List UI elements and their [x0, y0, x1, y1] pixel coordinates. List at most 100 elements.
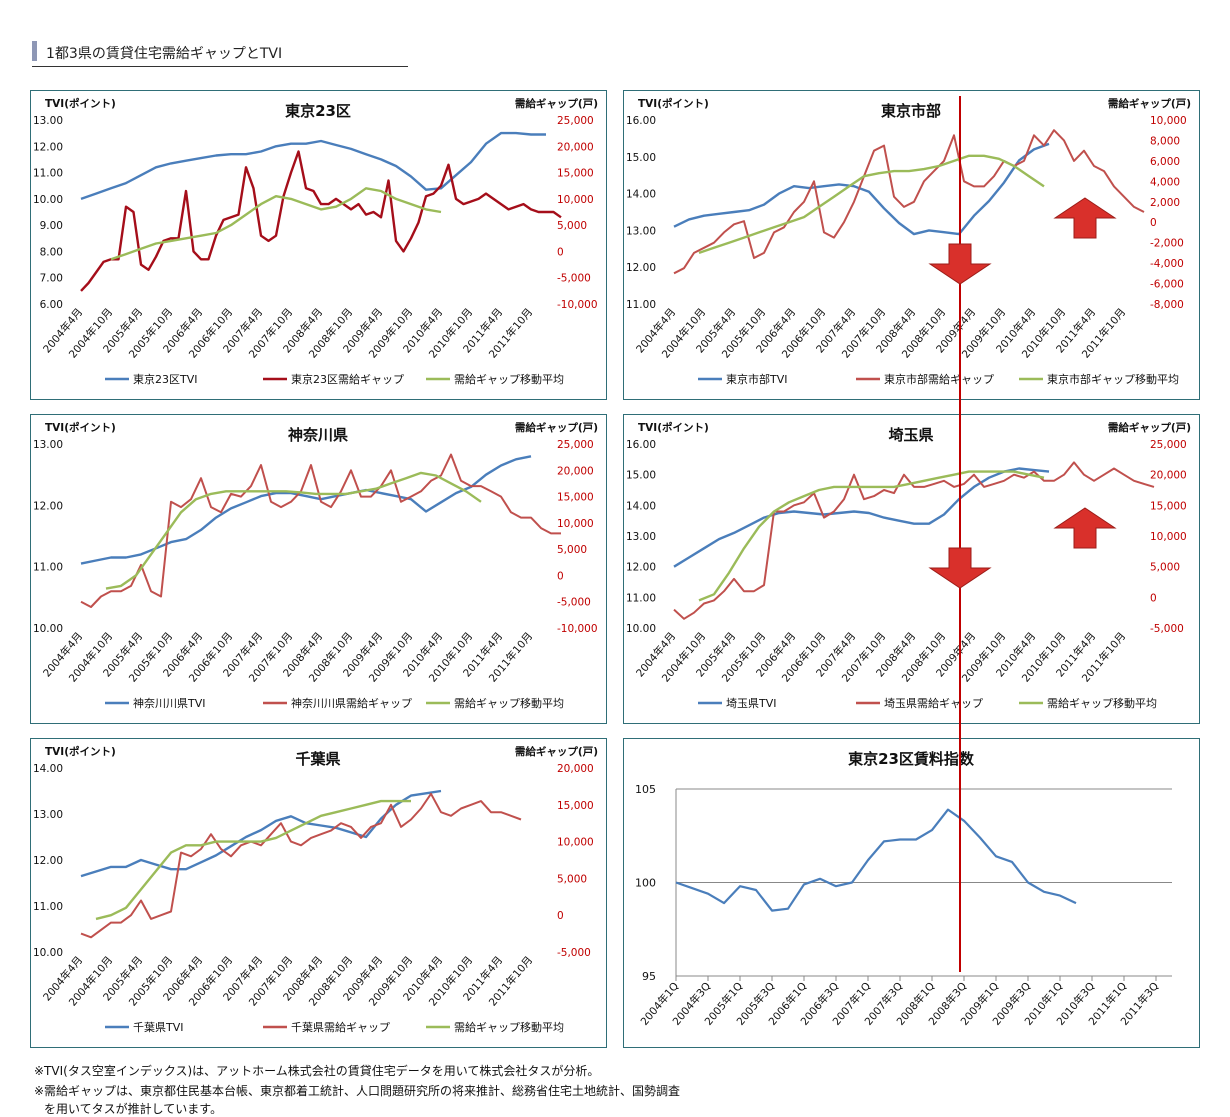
- panel-saitama: 埼玉県 TVI(ポイント) 需給ギャップ(戸) 10.00 11.00 12.00 13.0…: [623, 414, 1200, 724]
- left-tick-label: 11.00: [33, 168, 63, 180]
- left-tick-label: 16.00: [626, 115, 656, 127]
- left-tick-label: 14.00: [33, 763, 63, 775]
- right-tick-label: 5,000: [557, 544, 587, 556]
- left-tick-label: 8.00: [40, 246, 63, 258]
- right-tick-label: -6,000: [1150, 279, 1184, 291]
- right-tick-label: 15,000: [557, 168, 594, 180]
- right-tick-label: -10,000: [557, 299, 598, 311]
- left-tick-label: 11.00: [626, 592, 656, 604]
- left-tick-label: 11.00: [33, 562, 63, 574]
- chart-rent-index: 東京23区賃料指数951001052004年1Q2004年3Q2005年1Q20…: [635, 750, 1172, 1028]
- right-tick-label: 5,000: [557, 873, 587, 885]
- right-tick-label: 5,000: [557, 220, 587, 232]
- right-tick-label: 10,000: [1150, 115, 1187, 127]
- legend-entry: 需給ギャップ移動平均: [454, 696, 564, 710]
- series-line-2: [80, 453, 561, 608]
- left-tick-label: 12.00: [33, 855, 63, 867]
- left-axis-label: TVI(ポイント): [638, 421, 709, 434]
- legend-entry: 東京市部需給ギャップ: [884, 372, 994, 386]
- footnote-2: ※需給ギャップは、東京都住民基本台帳、東京都着工統計、人口問題研究所の将来推計、…: [34, 1084, 681, 1098]
- right-tick-label: -4,000: [1150, 258, 1184, 270]
- y-tick-label: 105: [635, 783, 656, 796]
- right-tick-label: 10,000: [557, 194, 594, 206]
- series-line-3: [95, 799, 411, 921]
- right-axis-label: 需給ギャップ(戸): [515, 745, 598, 758]
- left-tick-label: 12.00: [626, 262, 656, 274]
- chart-kanagawa: 神奈川県 TVI(ポイント) 需給ギャップ(戸) 10.00 11.00 12.00 13.…: [33, 421, 598, 710]
- chart-chiba: 千葉県 TVI(ポイント) 需給ギャップ(戸) 10.00 11.00 12.00 13.0…: [33, 745, 598, 1034]
- right-tick-label: -8,000: [1150, 299, 1184, 311]
- right-tick-label: -5,000: [1150, 623, 1184, 635]
- left-tick-label: 12.00: [626, 562, 656, 574]
- right-tick-label: -2,000: [1150, 238, 1184, 250]
- series-line-2: [80, 150, 562, 292]
- footnote-3: を用いてタスが推計しています。: [44, 1102, 223, 1116]
- series-line-1: [673, 467, 1050, 568]
- left-tick-label: 10.00: [33, 947, 63, 959]
- right-tick-label: 0: [1150, 592, 1157, 604]
- right-axis-label: 需給ギャップ(戸): [1108, 421, 1191, 434]
- legend-entry: 神奈川川県TVI: [133, 696, 206, 710]
- right-axis-label: 需給ギャップ(戸): [515, 97, 598, 110]
- left-axis-label: TVI(ポイント): [45, 421, 116, 434]
- chart-tokyo23: 東京23区 TVI(ポイント) 需給ギャップ(戸) 6.00 7.00 8.00 9.00 1…: [33, 97, 598, 386]
- right-tick-label: 10,000: [557, 837, 594, 849]
- chart-title: 東京市部: [881, 102, 941, 120]
- series-line-3: [698, 470, 1045, 602]
- legend-entry: 需給ギャップ移動平均: [1047, 696, 1157, 710]
- right-tick-label: -5,000: [557, 947, 591, 959]
- left-tick-label: 13.00: [33, 809, 63, 821]
- right-tick-label: 20,000: [1150, 470, 1187, 482]
- right-tick-label: 8,000: [1150, 135, 1180, 147]
- right-axis-label: 需給ギャップ(戸): [1108, 97, 1191, 110]
- right-tick-label: 25,000: [557, 439, 594, 451]
- heading-accent-bar: [32, 41, 37, 61]
- left-tick-label: 12.00: [33, 141, 63, 153]
- chart-title: 埼玉県: [888, 426, 933, 444]
- chart-saitama: 埼玉県 TVI(ポイント) 需給ギャップ(戸) 10.00 11.00 12.00 13.0…: [626, 421, 1191, 710]
- legend-entry: 神奈川川県需給ギャップ: [291, 696, 412, 710]
- series-line-2: [673, 129, 1145, 275]
- page-title: 1都3県の賃貸住宅需給ギャップとTVI: [46, 46, 283, 62]
- legend-entry: 東京市部ギャップ移動平均: [1047, 372, 1179, 386]
- series-line-2: [80, 792, 522, 939]
- right-tick-label: 15,000: [557, 492, 594, 504]
- legend-entry: 需給ギャップ移動平均: [454, 1020, 564, 1034]
- chart-title: 東京23区: [285, 102, 351, 120]
- left-tick-label: 12.00: [33, 500, 63, 512]
- panel-tokyo-shibu: 東京市部 TVI(ポイント) 需給ギャップ(戸) 11.00 12.00 13.00 14.…: [623, 90, 1200, 400]
- right-tick-label: -5,000: [557, 273, 591, 285]
- right-tick-label: 0: [1150, 217, 1157, 229]
- right-tick-label: 20,000: [557, 465, 594, 477]
- right-tick-label: 20,000: [557, 763, 594, 775]
- right-tick-label: 0: [557, 910, 564, 922]
- legend-entry: 東京23区TVI: [133, 372, 198, 386]
- series-line-1: [80, 131, 546, 201]
- left-tick-label: 13.00: [626, 531, 656, 543]
- panel-tokyo23: 東京23区 TVI(ポイント) 需給ギャップ(戸) 6.00 7.00 8.00 9.00 1…: [30, 90, 607, 400]
- rent-index-line: [675, 808, 1077, 912]
- right-axis-label: 需給ギャップ(戸): [515, 421, 598, 434]
- series-line-3: [698, 154, 1045, 255]
- chart-title: 千葉県: [295, 750, 340, 768]
- section-heading: 1都3県の賃貸住宅需給ギャップとTVI: [32, 38, 408, 67]
- series-line-3: [105, 471, 482, 590]
- right-tick-label: 10,000: [1150, 531, 1187, 543]
- series-line-1: [80, 789, 442, 878]
- left-tick-label: 11.00: [33, 901, 63, 913]
- right-tick-label: 5,000: [1150, 562, 1180, 574]
- series-line-1: [80, 455, 532, 565]
- left-tick-label: 13.00: [33, 439, 63, 451]
- y-tick-label: 95: [642, 970, 656, 983]
- legend-entry: 埼玉県TVI: [726, 696, 777, 710]
- left-tick-label: 13.00: [33, 115, 63, 127]
- panel-chiba: 千葉県 TVI(ポイント) 需給ギャップ(戸) 10.00 11.00 12.00 13.0…: [30, 738, 607, 1048]
- right-tick-label: 2,000: [1150, 197, 1180, 209]
- left-axis-label: TVI(ポイント): [45, 745, 116, 758]
- left-tick-label: 15.00: [626, 470, 656, 482]
- series-line-1: [673, 142, 1050, 236]
- left-tick-label: 14.00: [626, 189, 656, 201]
- right-tick-label: 6,000: [1150, 156, 1180, 168]
- panel-rent-index: 東京23区賃料指数 95 100 105 2004年1Q 2004年3Q 2005年1Q 20…: [623, 738, 1200, 1048]
- right-tick-label: 0: [557, 246, 564, 258]
